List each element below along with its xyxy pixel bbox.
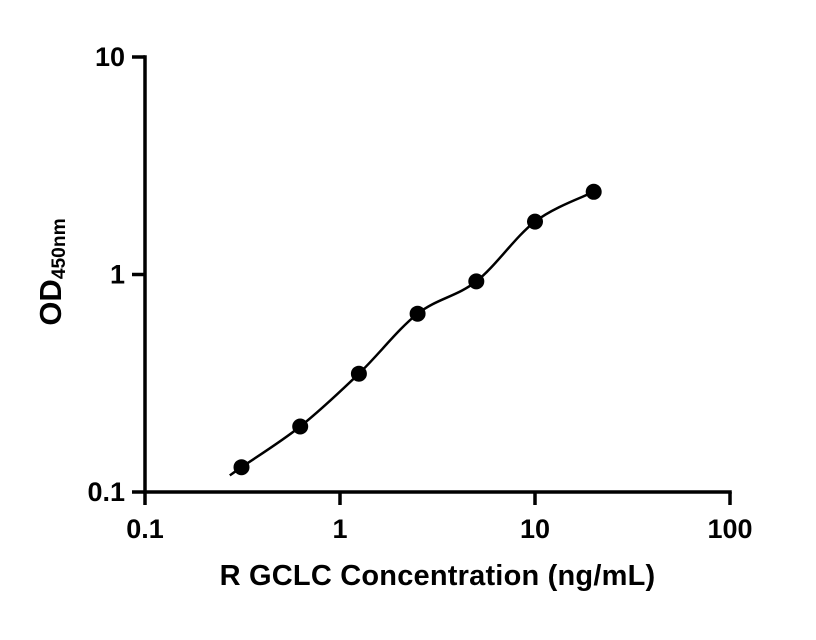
x-axis-title: R GCLC Concentration (ng/mL) bbox=[219, 560, 656, 592]
y-tick-label: 1 bbox=[110, 260, 125, 290]
y-axis-title: OD450nm bbox=[33, 218, 71, 325]
y-axis-title-subscript: 450nm bbox=[49, 218, 71, 280]
x-tick-label: 100 bbox=[707, 514, 752, 544]
data-point bbox=[233, 459, 250, 476]
data-point bbox=[527, 213, 543, 230]
x-tick-label: 1 bbox=[332, 514, 347, 544]
y-axis-title-main: OD bbox=[32, 279, 68, 326]
data-point bbox=[468, 273, 485, 290]
data-point bbox=[292, 418, 309, 435]
data-point bbox=[409, 305, 426, 322]
x-tick-label: 0.1 bbox=[126, 514, 164, 544]
y-tick-label: 0.1 bbox=[87, 477, 125, 507]
y-tick-label: 10 bbox=[95, 42, 125, 72]
x-tick-label: 10 bbox=[520, 514, 550, 544]
axis-spines bbox=[143, 55, 732, 494]
fit-curve bbox=[229, 190, 595, 477]
data-point bbox=[585, 183, 602, 200]
data-point bbox=[350, 365, 367, 382]
